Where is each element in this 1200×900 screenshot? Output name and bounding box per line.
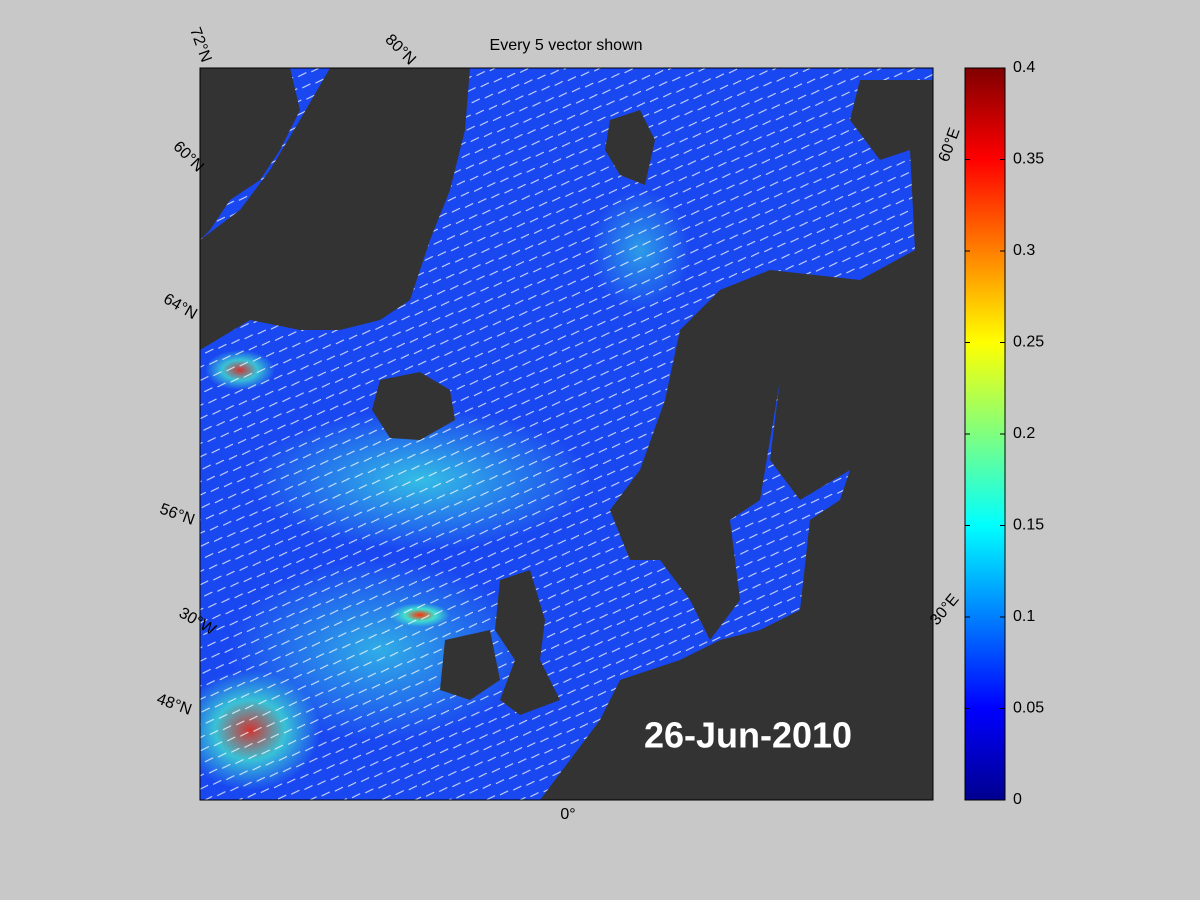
colorbar-tick-label: 0.15 (1013, 517, 1044, 534)
graticule-label: 72°N (186, 25, 214, 64)
land-ireland (440, 630, 500, 700)
colorbar-ticks: 0 0.05 0.1 0.15 0.2 0.25 0.3 0.35 0.4 (965, 59, 1044, 808)
colorbar-tick-label: 0.3 (1013, 242, 1035, 259)
land-greenland-east (200, 68, 300, 240)
colorbar-tick-label: 0 (1013, 791, 1022, 808)
colorbar (964, 67, 1006, 801)
colorbar-tick-label: 0.35 (1013, 151, 1044, 168)
land-britain (495, 570, 560, 715)
land-europe (290, 68, 933, 800)
graticule-label: 0° (560, 806, 575, 823)
land-svalbard (605, 110, 655, 185)
graticule-label: 56°N (157, 501, 196, 529)
map-frame (199, 67, 934, 801)
date-label: 26-Jun-2010 (644, 715, 852, 756)
colorbar-tick-label: 0.05 (1013, 700, 1044, 717)
colorbar-tick-label: 0.4 (1013, 59, 1035, 76)
colorbar-tick-label: 0.2 (1013, 425, 1035, 442)
map (200, 68, 933, 800)
land-iceland (372, 372, 455, 440)
graticule-label: 60°E (936, 126, 964, 165)
graticule-label: 80°N (382, 31, 419, 68)
map-title: Every 5 vector shown (490, 37, 643, 54)
land-greenland (200, 68, 470, 350)
colorbar-tick-label: 0.25 (1013, 334, 1044, 351)
graticule-label: 64°N (160, 290, 199, 323)
colorbar-tick-label: 0.1 (1013, 608, 1035, 625)
graticule-label: 48°N (154, 691, 193, 719)
